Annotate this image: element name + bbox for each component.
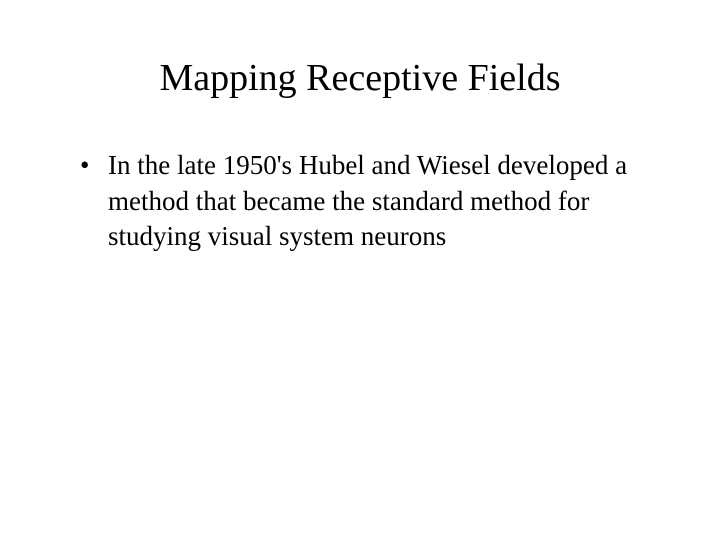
slide-title: Mapping Receptive Fields bbox=[56, 56, 664, 100]
bullet-item: In the late 1950's Hubel and Wiesel deve… bbox=[80, 148, 664, 255]
bullet-list: In the late 1950's Hubel and Wiesel deve… bbox=[56, 148, 664, 255]
slide-container: Mapping Receptive Fields In the late 195… bbox=[0, 0, 720, 540]
